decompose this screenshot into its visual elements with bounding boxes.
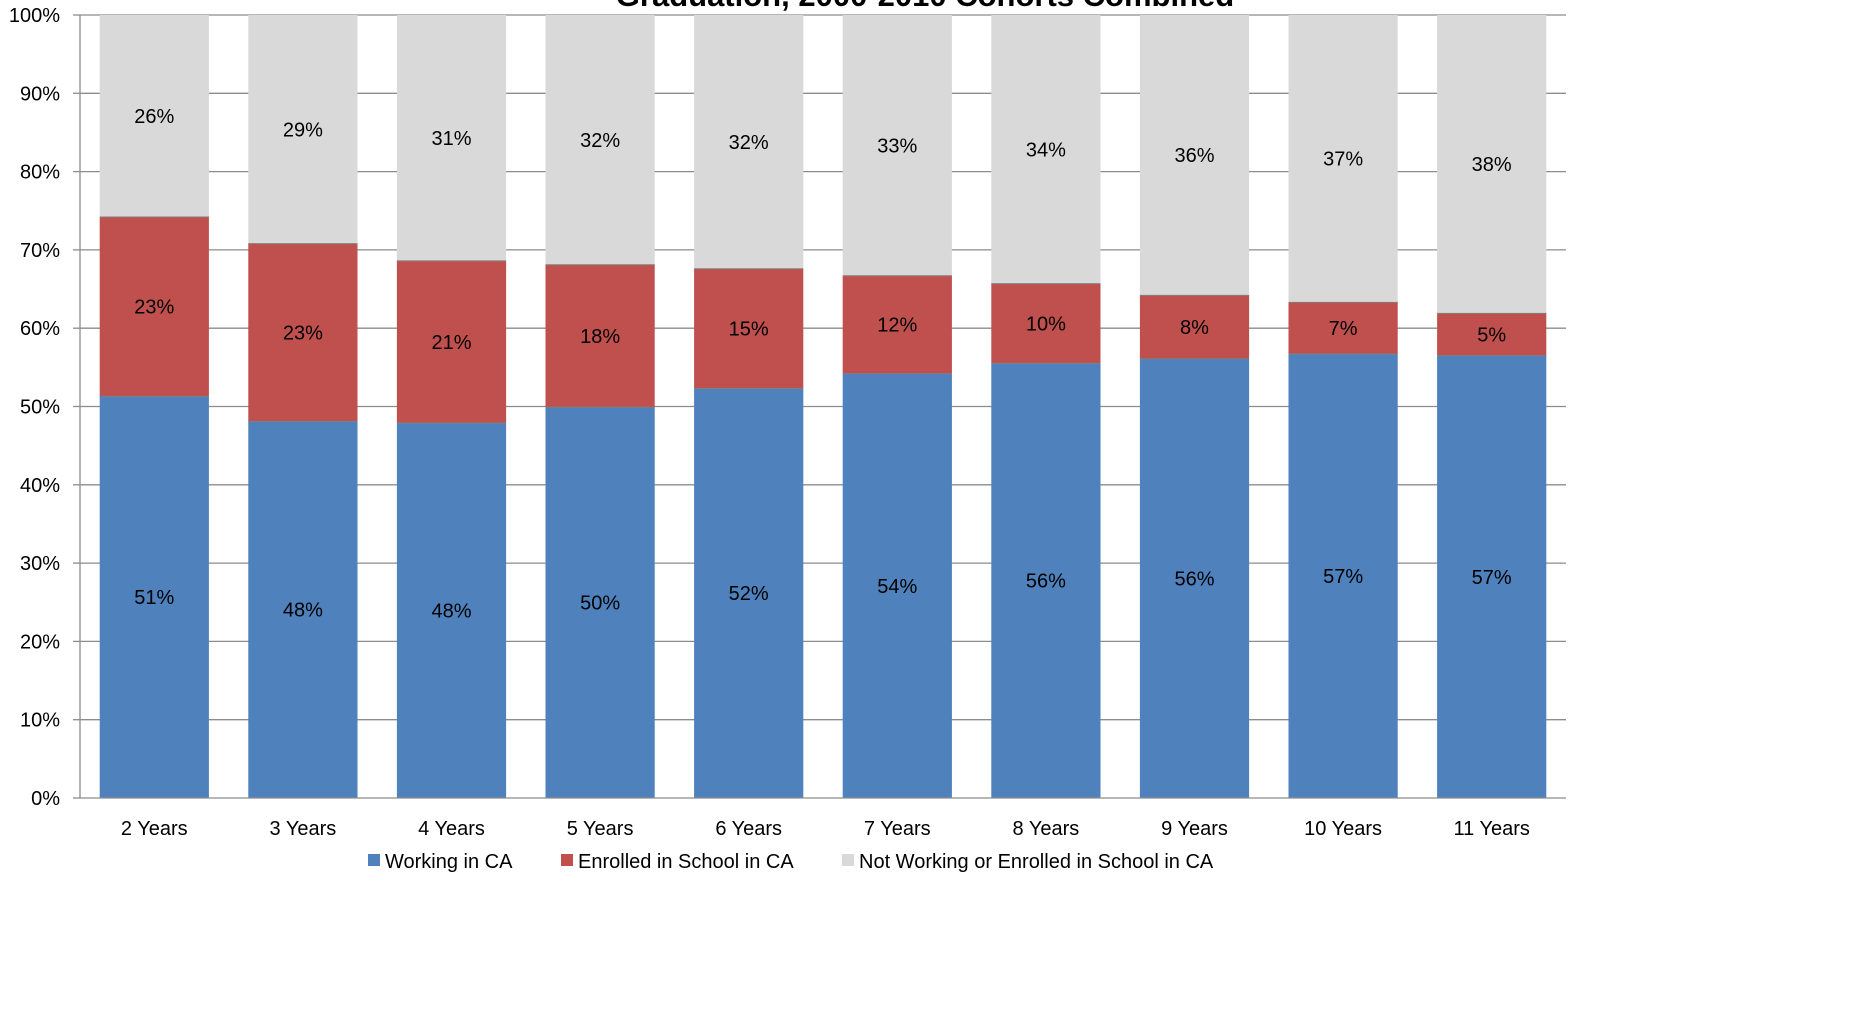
bar-segment-working-in-ca [99,396,209,798]
x-tick-label: 5 Years [567,818,634,840]
bar-segment-not-working-or-enrolled-in-school-in-ca [248,15,358,244]
bar-segment-working-in-ca [694,388,804,798]
x-tick-label: 8 Years [1013,818,1080,840]
y-tick-label: 40% [20,475,60,497]
data-label: 56% [1026,571,1066,593]
data-label: 5% [1477,324,1506,346]
axes: 0% 10% 20% 30% 40% 50% 60% 70% 80% 90% 100% 2 Years… [9,5,1566,840]
bar-segment-enrolled-in-school-in-ca [545,264,655,408]
y-tick-label: 70% [20,240,60,262]
bar-segment-not-working-or-enrolled-in-school-in-ca [545,15,655,265]
data-label: 23% [134,297,174,319]
bar-segment-enrolled-in-school-in-ca [842,275,952,374]
data-label: 57% [1323,566,1363,588]
bar-segment-working-in-ca [1288,354,1398,798]
bar-segment-not-working-or-enrolled-in-school-in-ca [1437,15,1547,314]
legend-label: Enrolled in School in CA [578,851,794,873]
x-tick-label: 11 Years [1454,818,1530,840]
data-label: 8% [1180,317,1209,339]
y-tick-label: 30% [20,553,60,575]
x-tick-label: 2 Years [121,818,188,840]
y-tick-label: 20% [20,631,60,653]
data-label: 50% [580,593,620,615]
legend-swatch [368,854,380,866]
bar-segment-enrolled-in-school-in-ca [1437,313,1547,356]
data-label: 38% [1472,154,1512,176]
data-label: 32% [580,130,620,152]
bar-segment-working-in-ca [396,422,507,798]
chart-title: Graduation, 2000-2010 Cohorts Combined [616,0,1234,13]
bar-segment-enrolled-in-school-in-ca [248,243,358,422]
y-tick-label: 60% [20,318,60,340]
data-label: 57% [1472,567,1512,589]
bar-segment-enrolled-in-school-in-ca [396,260,507,423]
data-label: 48% [283,600,323,622]
x-tick-label: 4 Years [418,818,485,840]
data-label: 15% [729,319,769,341]
bar-segment-not-working-or-enrolled-in-school-in-ca [1139,15,1250,296]
legend-swatch [842,854,854,866]
data-label: 56% [1174,568,1214,590]
data-label: 36% [1174,145,1214,167]
y-tick-label: 80% [20,162,60,184]
x-tick-label: 9 Years [1161,818,1228,840]
bar-segment-not-working-or-enrolled-in-school-in-ca [1288,15,1398,303]
y-tick-label: 100% [9,5,60,27]
data-label: 18% [580,326,620,348]
data-label: 12% [877,315,917,337]
bar-segment-not-working-or-enrolled-in-school-in-ca [842,15,952,276]
bar-segment-not-working-or-enrolled-in-school-in-ca [396,15,507,261]
x-tick-label: 10 Years [1304,818,1382,840]
data-label: 21% [431,332,471,354]
data-label: 31% [431,128,471,150]
bar-segment-not-working-or-enrolled-in-school-in-ca [991,15,1101,284]
bar-segment-not-working-or-enrolled-in-school-in-ca [694,15,804,269]
bar-segment-working-in-ca [991,363,1101,798]
data-label: 29% [283,119,323,141]
data-label: 54% [877,576,917,598]
legend-label: Not Working or Enrolled in School in CA [859,851,1214,873]
bars [99,15,1547,798]
data-label: 51% [134,587,174,609]
data-label: 33% [877,135,917,157]
bar-segment-enrolled-in-school-in-ca [991,283,1101,364]
y-tick-label: 90% [20,83,60,105]
legend-swatch [561,854,573,866]
x-tick-label: 7 Years [864,818,931,840]
data-label: 26% [134,106,174,128]
x-tick-label: 6 Years [715,818,782,840]
data-label: 37% [1323,149,1363,171]
data-label: 34% [1026,139,1066,161]
y-tick-label: 10% [20,710,60,732]
data-label: 23% [283,323,323,345]
bar-segment-working-in-ca [1437,355,1547,798]
bar-segment-working-in-ca [545,407,655,798]
data-label: 10% [1026,314,1066,336]
bar-segment-enrolled-in-school-in-ca [99,217,209,397]
data-label: 7% [1329,318,1358,340]
y-tick-label: 50% [20,397,60,419]
bar-segment-enrolled-in-school-in-ca [1288,302,1398,355]
data-label: 32% [729,132,769,154]
data-labels: 51% 23% 26% 48% 23% 29% 48% 21% 31% 50% 18% 32% 52% 1… [134,106,1512,622]
x-tick-label: 3 Years [270,818,337,840]
bar-segment-not-working-or-enrolled-in-school-in-ca [99,15,209,218]
legend: Working in CA Enrolled in School in CA Not… [368,851,1214,873]
data-label: 48% [431,600,471,622]
bar-segment-working-in-ca [842,373,952,798]
bar-segment-enrolled-in-school-in-ca [1139,295,1250,359]
bar-segment-enrolled-in-school-in-ca [694,268,804,389]
y-tick-label: 0% [31,788,60,810]
bar-segment-working-in-ca [248,421,358,798]
bar-segment-working-in-ca [1139,358,1250,798]
legend-label: Working in CA [385,851,513,873]
data-label: 52% [729,583,769,605]
